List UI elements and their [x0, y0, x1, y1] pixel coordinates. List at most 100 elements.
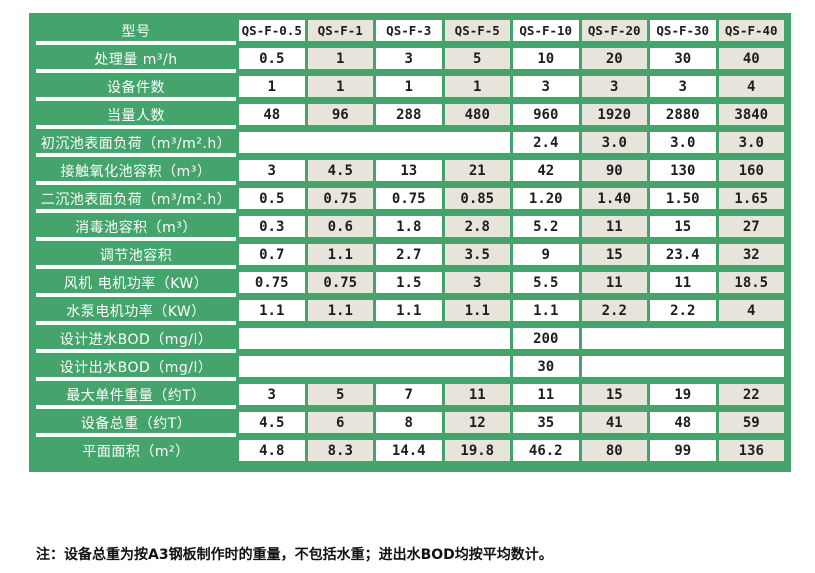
table-row: 最大单件重量（约T） 3 5 7 11 11 15 19 22 — [36, 384, 784, 409]
empty-cell — [581, 328, 784, 353]
value-cell: 4 — [718, 300, 784, 325]
row-label: 接触氧化池容积（m³） — [36, 160, 236, 185]
value-cell: 0.5 — [239, 188, 305, 213]
row-label: 二沉池表面负荷（m³/m².h） — [36, 188, 236, 213]
value-cell: 23.4 — [650, 244, 716, 269]
value-cell: 41 — [581, 412, 647, 437]
value-cell: 59 — [718, 412, 784, 437]
value-cell: 4.8 — [239, 440, 305, 465]
row-label: 设备总重（约T） — [36, 412, 236, 437]
value-cell: 288 — [376, 104, 442, 129]
row-label: 最大单件重量（约T） — [36, 384, 236, 409]
value-cell: 46.2 — [513, 440, 579, 465]
row-label: 消毒池容积（m³） — [36, 216, 236, 241]
row-label: 初沉池表面负荷（m³/m².h） — [36, 132, 236, 157]
value-cell: 15 — [581, 384, 647, 409]
value-cell: 1.65 — [718, 188, 784, 213]
value-cell: 19 — [650, 384, 716, 409]
value-cell: 1.1 — [307, 244, 373, 269]
table-row: 设备总重（约T） 4.5 6 8 12 35 41 48 59 — [36, 412, 784, 437]
value-cell: 1.1 — [307, 300, 373, 325]
empty-cell — [239, 132, 510, 157]
value-cell: 40 — [718, 48, 784, 73]
value-cell: 3 — [239, 384, 305, 409]
value-cell: 6 — [307, 412, 373, 437]
table-row: 处理量 m³/h 0.5 1 3 5 10 20 30 40 — [36, 48, 784, 73]
value-cell: 0.85 — [444, 188, 510, 213]
table-row: 设计出水BOD（mg/l） 30 — [36, 356, 784, 381]
value-cell: 0.7 — [239, 244, 305, 269]
value-cell: 8.3 — [307, 440, 373, 465]
table-row: 水泵电机功率（KW） 1.1 1.1 1.1 1.1 1.1 2.2 2.2 4 — [36, 300, 784, 325]
value-cell: 0.75 — [239, 272, 305, 297]
value-cell: 1 — [307, 76, 373, 101]
value-cell: 30 — [650, 48, 716, 73]
value-cell: 11 — [513, 384, 579, 409]
model-header: QS-F-20 — [581, 20, 647, 45]
value-cell: 10 — [513, 48, 579, 73]
spec-table: 型号 QS-F-0.5 QS-F-1 QS-F-3 QS-F-5 QS-F-10 QS-F… — [29, 13, 791, 472]
value-cell: 42 — [513, 160, 579, 185]
value-cell: 2.2 — [581, 300, 647, 325]
value-cell: 1.20 — [513, 188, 579, 213]
value-cell: 20 — [581, 48, 647, 73]
row-label: 设备件数 — [36, 76, 236, 101]
model-header: QS-F-10 — [513, 20, 579, 45]
empty-cell — [239, 356, 510, 381]
value-cell: 32 — [718, 244, 784, 269]
value-cell: 96 — [307, 104, 373, 129]
value-cell: 9 — [513, 244, 579, 269]
value-cell: 136 — [718, 440, 784, 465]
model-header: QS-F-40 — [718, 20, 784, 45]
model-header: QS-F-3 — [376, 20, 442, 45]
value-cell: 960 — [513, 104, 579, 129]
value-cell: 5.2 — [513, 216, 579, 241]
value-cell: 160 — [718, 160, 784, 185]
value-cell: 0.75 — [376, 188, 442, 213]
value-cell: 48 — [239, 104, 305, 129]
table-body: 处理量 m³/h 0.5 1 3 5 10 20 30 40 设备件数 1 1 1 1 3 3 3 4 当量人数 48… — [36, 48, 784, 465]
value-cell: 18.5 — [718, 272, 784, 297]
value-cell: 3 — [650, 76, 716, 101]
value-cell: 4.5 — [239, 412, 305, 437]
value-cell: 1.5 — [376, 272, 442, 297]
value-cell: 2.2 — [650, 300, 716, 325]
value-cell: 22 — [718, 384, 784, 409]
value-cell: 13 — [376, 160, 442, 185]
value-cell: 11 — [581, 216, 647, 241]
value-cell: 0.75 — [307, 272, 373, 297]
value-cell: 1.1 — [513, 300, 579, 325]
model-header: QS-F-1 — [307, 20, 373, 45]
row-label: 风机 电机功率（KW） — [36, 272, 236, 297]
value-cell: 12 — [444, 412, 510, 437]
value-cell: 3.0 — [581, 132, 647, 157]
value-cell: 3840 — [718, 104, 784, 129]
value-cell: 0.3 — [239, 216, 305, 241]
row-label: 平面面积（m²） — [36, 440, 236, 465]
table-row: 消毒池容积（m³） 0.3 0.6 1.8 2.8 5.2 11 15 27 — [36, 216, 784, 241]
value-cell: 1.40 — [581, 188, 647, 213]
row-label: 当量人数 — [36, 104, 236, 129]
value-cell: 3 — [513, 76, 579, 101]
value-cell: 2.4 — [513, 132, 579, 157]
value-cell: 1.8 — [376, 216, 442, 241]
value-cell: 1 — [444, 76, 510, 101]
value-cell: 90 — [581, 160, 647, 185]
value-cell: 200 — [513, 328, 579, 353]
value-cell: 11 — [444, 384, 510, 409]
model-header-label: 型号 — [36, 20, 236, 45]
value-cell: 1 — [307, 48, 373, 73]
value-cell: 1.1 — [239, 300, 305, 325]
empty-cell — [239, 328, 510, 353]
value-cell: 1920 — [581, 104, 647, 129]
value-cell: 2880 — [650, 104, 716, 129]
table-row: 设计进水BOD（mg/l） 200 — [36, 328, 784, 353]
value-cell: 5.5 — [513, 272, 579, 297]
row-label: 处理量 m³/h — [36, 48, 236, 73]
value-cell: 1.50 — [650, 188, 716, 213]
table-row: 当量人数 48 96 288 480 960 1920 2880 3840 — [36, 104, 784, 129]
table-row: 设备件数 1 1 1 1 3 3 3 4 — [36, 76, 784, 101]
value-cell: 48 — [650, 412, 716, 437]
value-cell: 0.75 — [307, 188, 373, 213]
row-label: 设计进水BOD（mg/l） — [36, 328, 236, 353]
